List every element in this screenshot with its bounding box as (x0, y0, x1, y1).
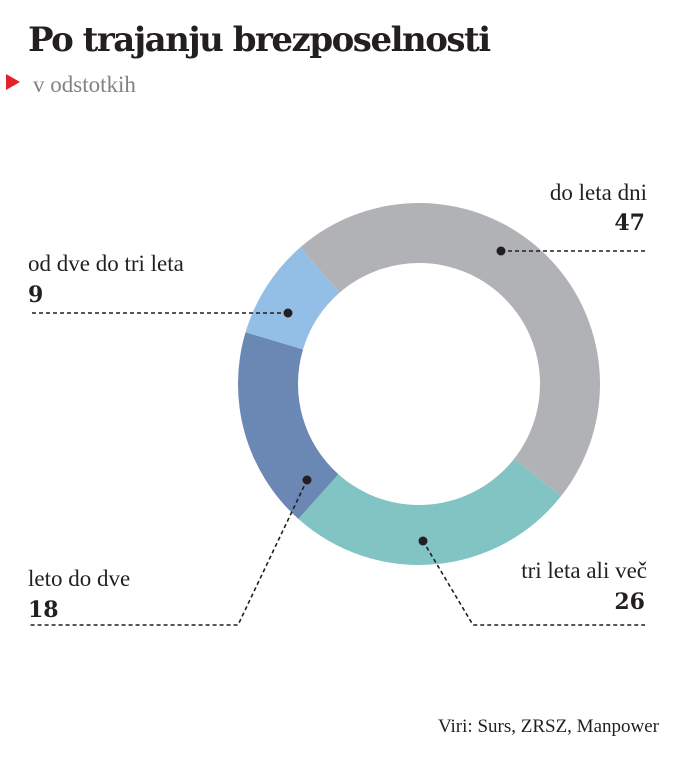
slice-value-2: 18 (28, 597, 59, 623)
donut-slice-0 (300, 202, 601, 496)
leader-line-1 (422, 540, 645, 626)
triangle-marker-icon (6, 74, 20, 90)
slice-label-1: tri leta ali več (521, 558, 647, 583)
chart-title: Po trajanju brezposelnosti (28, 20, 491, 60)
leader-dot-3 (283, 308, 293, 318)
slice-label-3: od dve do tri leta (28, 251, 184, 276)
donut-slice-1 (298, 458, 562, 565)
slice-value-0: 47 (614, 210, 645, 236)
slice-label-0: do leta dni (549, 180, 647, 205)
slice-label-2: leto do dve (28, 566, 131, 591)
slice-value-3: 9 (28, 282, 44, 308)
leader-dot-0 (496, 246, 506, 256)
donut-slice-2 (238, 332, 339, 519)
chart-subtitle: v odstotkih (33, 72, 136, 97)
leader-line-2 (30, 479, 308, 626)
leader-dot-1 (418, 536, 428, 546)
slice-value-1: 26 (614, 589, 645, 615)
source-note: Viri: Surs, ZRSZ, Manpower (437, 716, 659, 737)
leader-dot-2 (302, 475, 312, 485)
donut-slice-3 (245, 247, 340, 350)
